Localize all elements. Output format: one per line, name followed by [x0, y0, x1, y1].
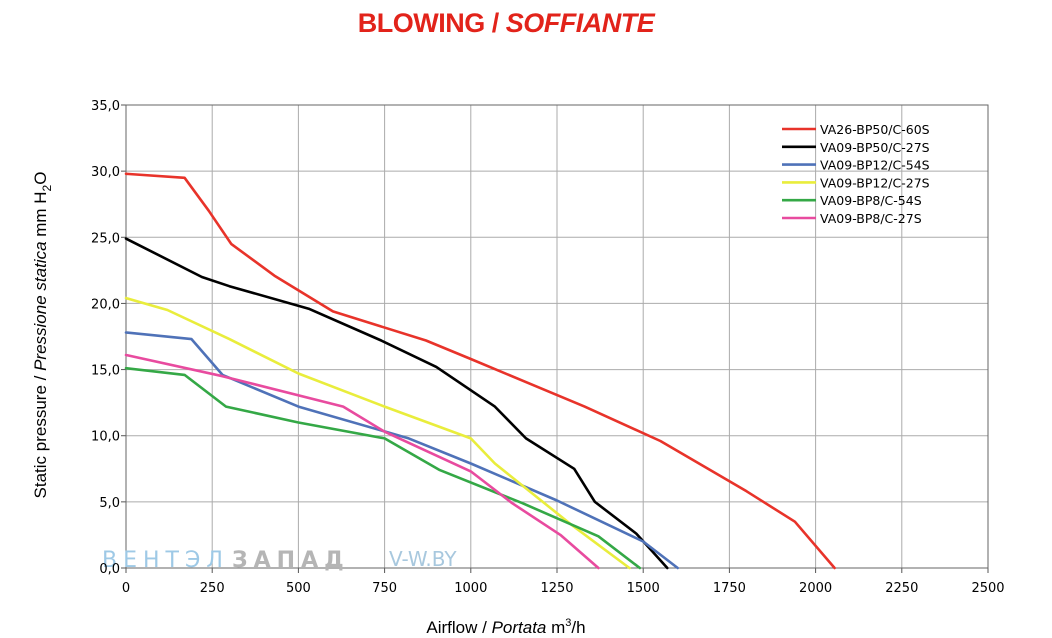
- y-label-plain: Static pressure /: [31, 371, 50, 499]
- tick-labels: 0 250 500 750 1000 1250 1500 1750 2000 2250 2500 0,…: [91, 99, 1005, 596]
- y-tick-label: 15,0: [91, 364, 120, 379]
- y-tick-label: 30,0: [91, 165, 120, 180]
- legend-label: VA09-BP8/C-54S: [820, 193, 922, 208]
- x-tick-label: 250: [200, 581, 225, 596]
- legend-label: VA09-BP8/C-27S: [820, 211, 922, 226]
- x-tick-label: 1250: [540, 581, 573, 596]
- x-tick-label: 500: [286, 581, 311, 596]
- title-main: BLOWING /: [357, 8, 506, 38]
- x-label-unit: m: [546, 618, 565, 637]
- x-tick-label: 1750: [713, 581, 746, 596]
- legend: VA26-BP50/C-60S VA09-BP50/C-27S VA09-BP12/…: [782, 122, 930, 226]
- y-tick-label: 5,0: [99, 496, 120, 511]
- x-tick-label: 1500: [627, 581, 660, 596]
- plot-frame: [125, 104, 989, 569]
- x-tick-label: 2250: [885, 581, 918, 596]
- x-tick-label: 1000: [454, 581, 487, 596]
- chart-title: BLOWING / SOFFIANTE: [0, 8, 1012, 39]
- watermark-part3: V-W.BY: [389, 547, 457, 571]
- x-axis-label: Airflow / Portata m3/h: [426, 617, 585, 637]
- x-tick-label: 0: [122, 581, 130, 596]
- series-group: [124, 172, 836, 570]
- legend-label: VA09-BP12/C-27S: [820, 175, 930, 190]
- y-tick-label: 25,0: [91, 231, 120, 246]
- y-label-italic: Pressione statica: [31, 241, 50, 370]
- legend-label: VA09-BP12/C-54S: [820, 158, 930, 173]
- title-italic: SOFFIANTE: [505, 8, 655, 38]
- x-label-italic: Portata: [492, 618, 547, 637]
- x-tick-label: 2500: [971, 581, 1004, 596]
- watermark-part2: ЗАПАД: [232, 548, 350, 573]
- y-label-tail: O: [31, 172, 50, 185]
- x-label-sup: 3: [565, 617, 571, 629]
- y-tick-label: 10,0: [91, 430, 120, 445]
- watermark-part1: ВЕНТЭЛ: [102, 548, 229, 573]
- series-line: [124, 366, 642, 570]
- series-line: [124, 172, 836, 570]
- y-label-unit: mm H: [31, 191, 50, 241]
- grid: [121, 104, 989, 573]
- x-label-plain: Airflow /: [426, 618, 491, 637]
- plot-frame-rect: [125, 104, 989, 569]
- x-tick-label: 2000: [799, 581, 832, 596]
- legend-label: VA09-BP50/C-27S: [820, 140, 930, 155]
- y-tick-label: 35,0: [91, 99, 120, 114]
- series-line: [124, 296, 631, 570]
- watermark: ВЕНТЭЛ ЗАПАД V-W.BY: [102, 547, 457, 573]
- series-line: [124, 237, 669, 570]
- legend-label: VA26-BP50/C-60S: [820, 122, 930, 137]
- x-tick-label: 750: [372, 581, 397, 596]
- x-label-tail: /h: [571, 618, 585, 637]
- y-tick-label: 0,0: [99, 562, 120, 577]
- y-tick-label: 20,0: [91, 297, 120, 312]
- y-label-sub: 2: [40, 184, 54, 191]
- y-axis-label: Static pressure / Pressione statica mm H…: [31, 172, 54, 499]
- series-line: [124, 331, 679, 570]
- series-line: [124, 353, 600, 570]
